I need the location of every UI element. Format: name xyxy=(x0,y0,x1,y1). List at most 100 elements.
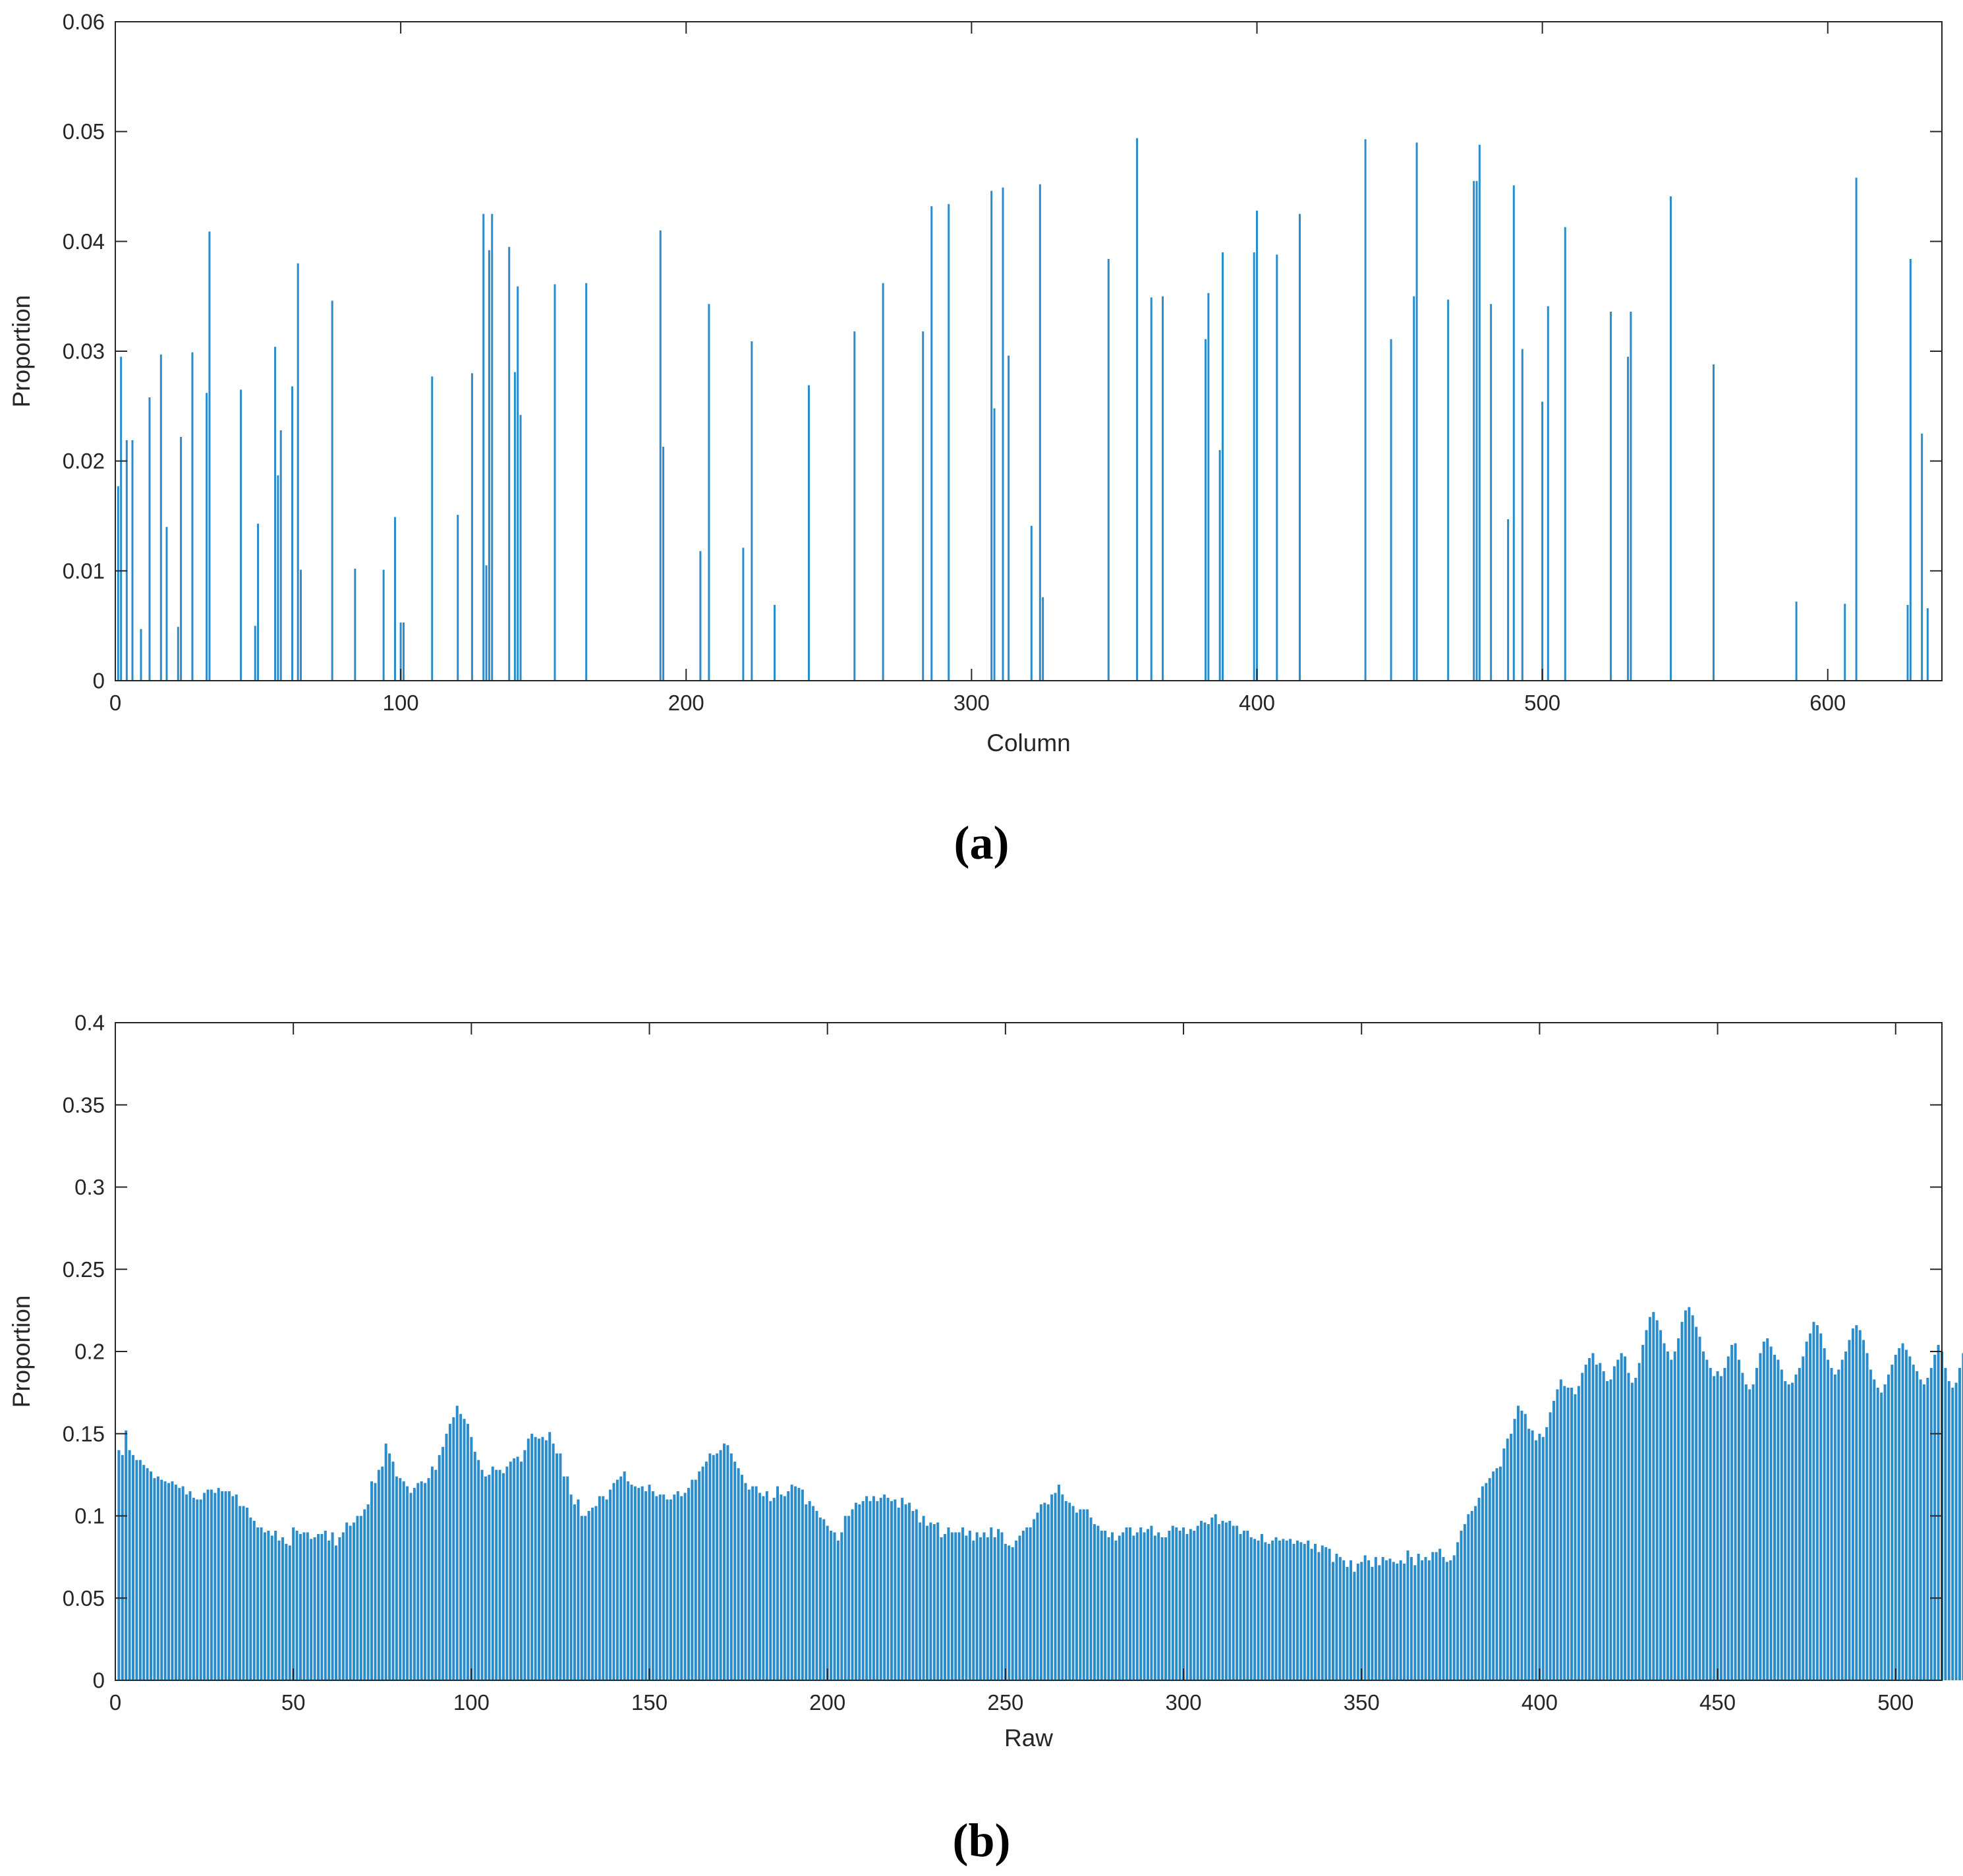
bar xyxy=(1413,296,1415,681)
bar xyxy=(1043,1502,1046,1680)
bar xyxy=(1563,1386,1566,1680)
bar xyxy=(1064,1501,1067,1680)
bar xyxy=(1962,1353,1963,1680)
bar xyxy=(858,1504,861,1680)
bar xyxy=(1207,293,1210,681)
bar xyxy=(1374,1556,1377,1681)
bar xyxy=(279,430,282,681)
bar xyxy=(1110,1532,1114,1680)
bar xyxy=(416,1483,420,1680)
bar xyxy=(1239,1533,1242,1680)
bar xyxy=(345,1522,349,1680)
bar xyxy=(1844,604,1846,681)
bar xyxy=(1228,1520,1232,1680)
x-tick-label: 200 xyxy=(809,1690,845,1715)
bar xyxy=(1609,1379,1612,1680)
bar xyxy=(1666,1351,1669,1680)
bar xyxy=(1510,1433,1513,1680)
bar xyxy=(245,1508,248,1680)
bar xyxy=(153,1478,156,1680)
bar xyxy=(160,1479,163,1680)
bar xyxy=(1751,1384,1755,1680)
bar xyxy=(1906,605,1909,681)
bar xyxy=(267,1530,270,1680)
bar xyxy=(1071,1506,1075,1680)
bar xyxy=(1723,1367,1726,1680)
bar xyxy=(466,1423,469,1680)
bar xyxy=(1114,1540,1118,1680)
bar xyxy=(1809,1333,1812,1680)
bar xyxy=(747,1489,751,1680)
bar xyxy=(1356,1563,1359,1680)
bar xyxy=(121,1455,124,1680)
bar xyxy=(1328,1549,1331,1680)
bar xyxy=(1153,1535,1156,1680)
bar xyxy=(1869,1369,1872,1680)
bar xyxy=(901,1498,904,1680)
bar xyxy=(148,397,151,681)
bar xyxy=(526,1438,530,1680)
bar xyxy=(1421,1560,1424,1680)
bar xyxy=(1627,356,1630,681)
bar xyxy=(427,1478,430,1680)
bar xyxy=(327,1540,331,1680)
x-tick-label: 200 xyxy=(668,691,704,715)
bar xyxy=(1663,1343,1666,1680)
bar xyxy=(370,1481,374,1680)
y-tick-label: 0.06 xyxy=(63,10,105,34)
bar xyxy=(135,1460,138,1680)
x-tick-label: 400 xyxy=(1522,1690,1558,1715)
bar xyxy=(125,1430,128,1680)
bar xyxy=(1438,1549,1442,1680)
bar xyxy=(1442,1556,1445,1681)
bar xyxy=(1470,1511,1473,1680)
bar xyxy=(744,1483,747,1680)
bar xyxy=(516,1456,519,1680)
bar xyxy=(868,1501,872,1680)
y-tick-label: 0.02 xyxy=(63,449,105,473)
bar xyxy=(520,1462,523,1680)
bar xyxy=(765,1491,768,1680)
bar xyxy=(523,1450,526,1680)
bar xyxy=(751,341,753,681)
bar xyxy=(840,1532,843,1680)
bar xyxy=(712,1455,715,1680)
bar xyxy=(491,213,494,681)
bar xyxy=(1038,184,1041,681)
bar xyxy=(1061,1494,1064,1680)
bar xyxy=(1741,1373,1744,1680)
bar xyxy=(1367,1560,1371,1680)
bar xyxy=(310,1539,313,1680)
bar xyxy=(221,1491,224,1680)
bar xyxy=(723,1443,725,1680)
bar xyxy=(335,1545,338,1680)
bar xyxy=(1449,1560,1452,1680)
bar xyxy=(1802,1356,1805,1680)
bar xyxy=(1787,1384,1790,1680)
bar xyxy=(413,1488,416,1680)
bar xyxy=(1253,1539,1257,1680)
bar xyxy=(1350,1560,1353,1680)
bar xyxy=(694,1479,697,1680)
bar xyxy=(997,1529,1000,1680)
bar xyxy=(320,1533,324,1680)
bar xyxy=(409,1492,413,1680)
bar xyxy=(1556,1389,1559,1680)
bar xyxy=(1827,1359,1830,1680)
bar xyxy=(1299,1542,1303,1680)
plot-area-a xyxy=(115,22,1942,681)
bar xyxy=(1840,1359,1844,1680)
bar xyxy=(1289,1539,1292,1680)
bar xyxy=(926,1525,928,1680)
bar xyxy=(1046,1504,1050,1680)
x-tick-label: 250 xyxy=(987,1690,1023,1715)
bar xyxy=(922,331,925,681)
bar-chart-b: 0 50 100 150 200 250 300 350 400 450 500 0 0.05 0.1 0.… xyxy=(8,1011,1963,1751)
bar xyxy=(180,437,183,681)
bar xyxy=(1855,1325,1858,1680)
bar xyxy=(1042,597,1044,681)
bar xyxy=(1851,1328,1854,1680)
bar xyxy=(1848,1340,1851,1680)
bar xyxy=(1944,1367,1947,1680)
bar xyxy=(359,1516,362,1680)
